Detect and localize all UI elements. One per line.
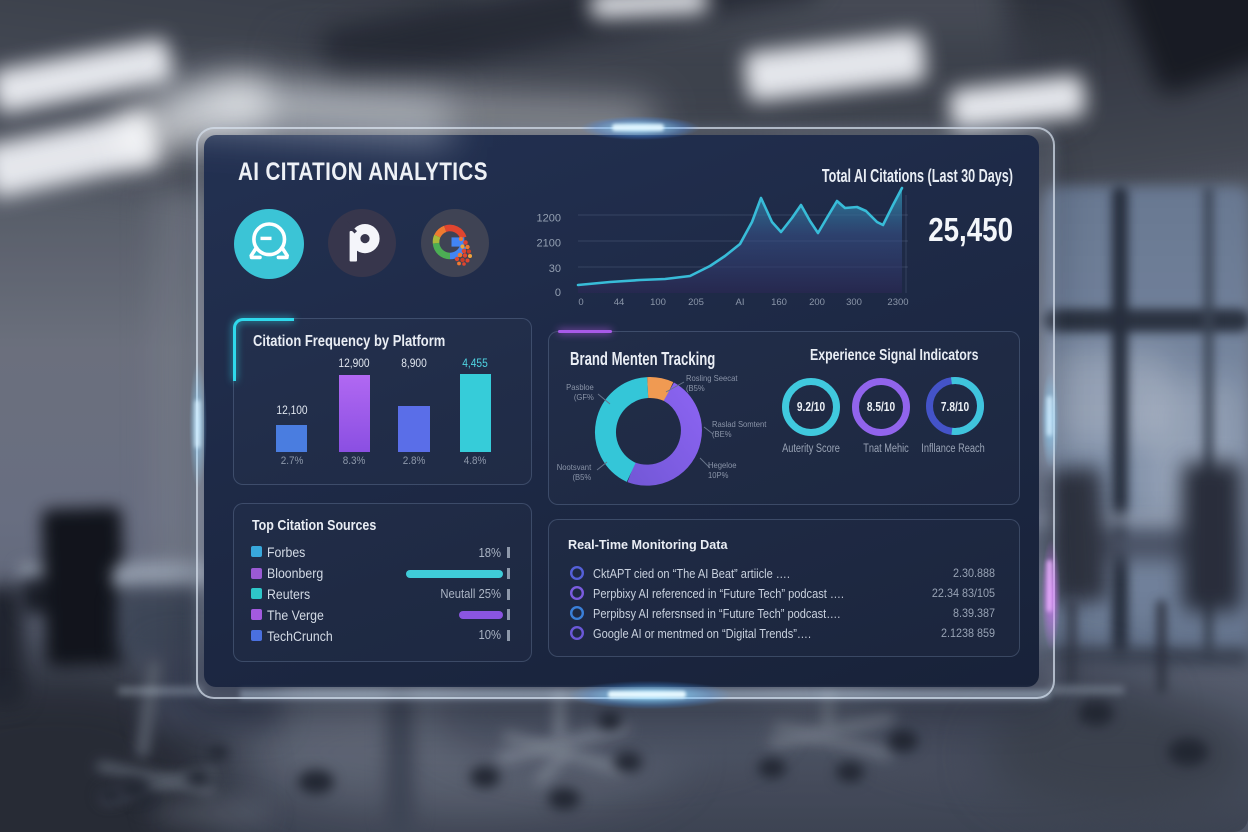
svg-text:AI: AI bbox=[736, 297, 745, 308]
svg-text:100: 100 bbox=[650, 297, 666, 308]
svg-text:0: 0 bbox=[555, 287, 561, 299]
svg-text:30: 30 bbox=[549, 263, 561, 275]
svg-text:1200: 1200 bbox=[537, 213, 561, 225]
svg-text:205: 205 bbox=[688, 297, 704, 308]
svg-text:2100: 2100 bbox=[537, 238, 561, 250]
svg-text:44: 44 bbox=[614, 297, 625, 308]
svg-text:200: 200 bbox=[809, 297, 825, 308]
svg-text:2300: 2300 bbox=[887, 297, 908, 308]
svg-text:0: 0 bbox=[578, 297, 583, 308]
svg-text:160: 160 bbox=[771, 297, 787, 308]
svg-text:300: 300 bbox=[846, 297, 862, 308]
